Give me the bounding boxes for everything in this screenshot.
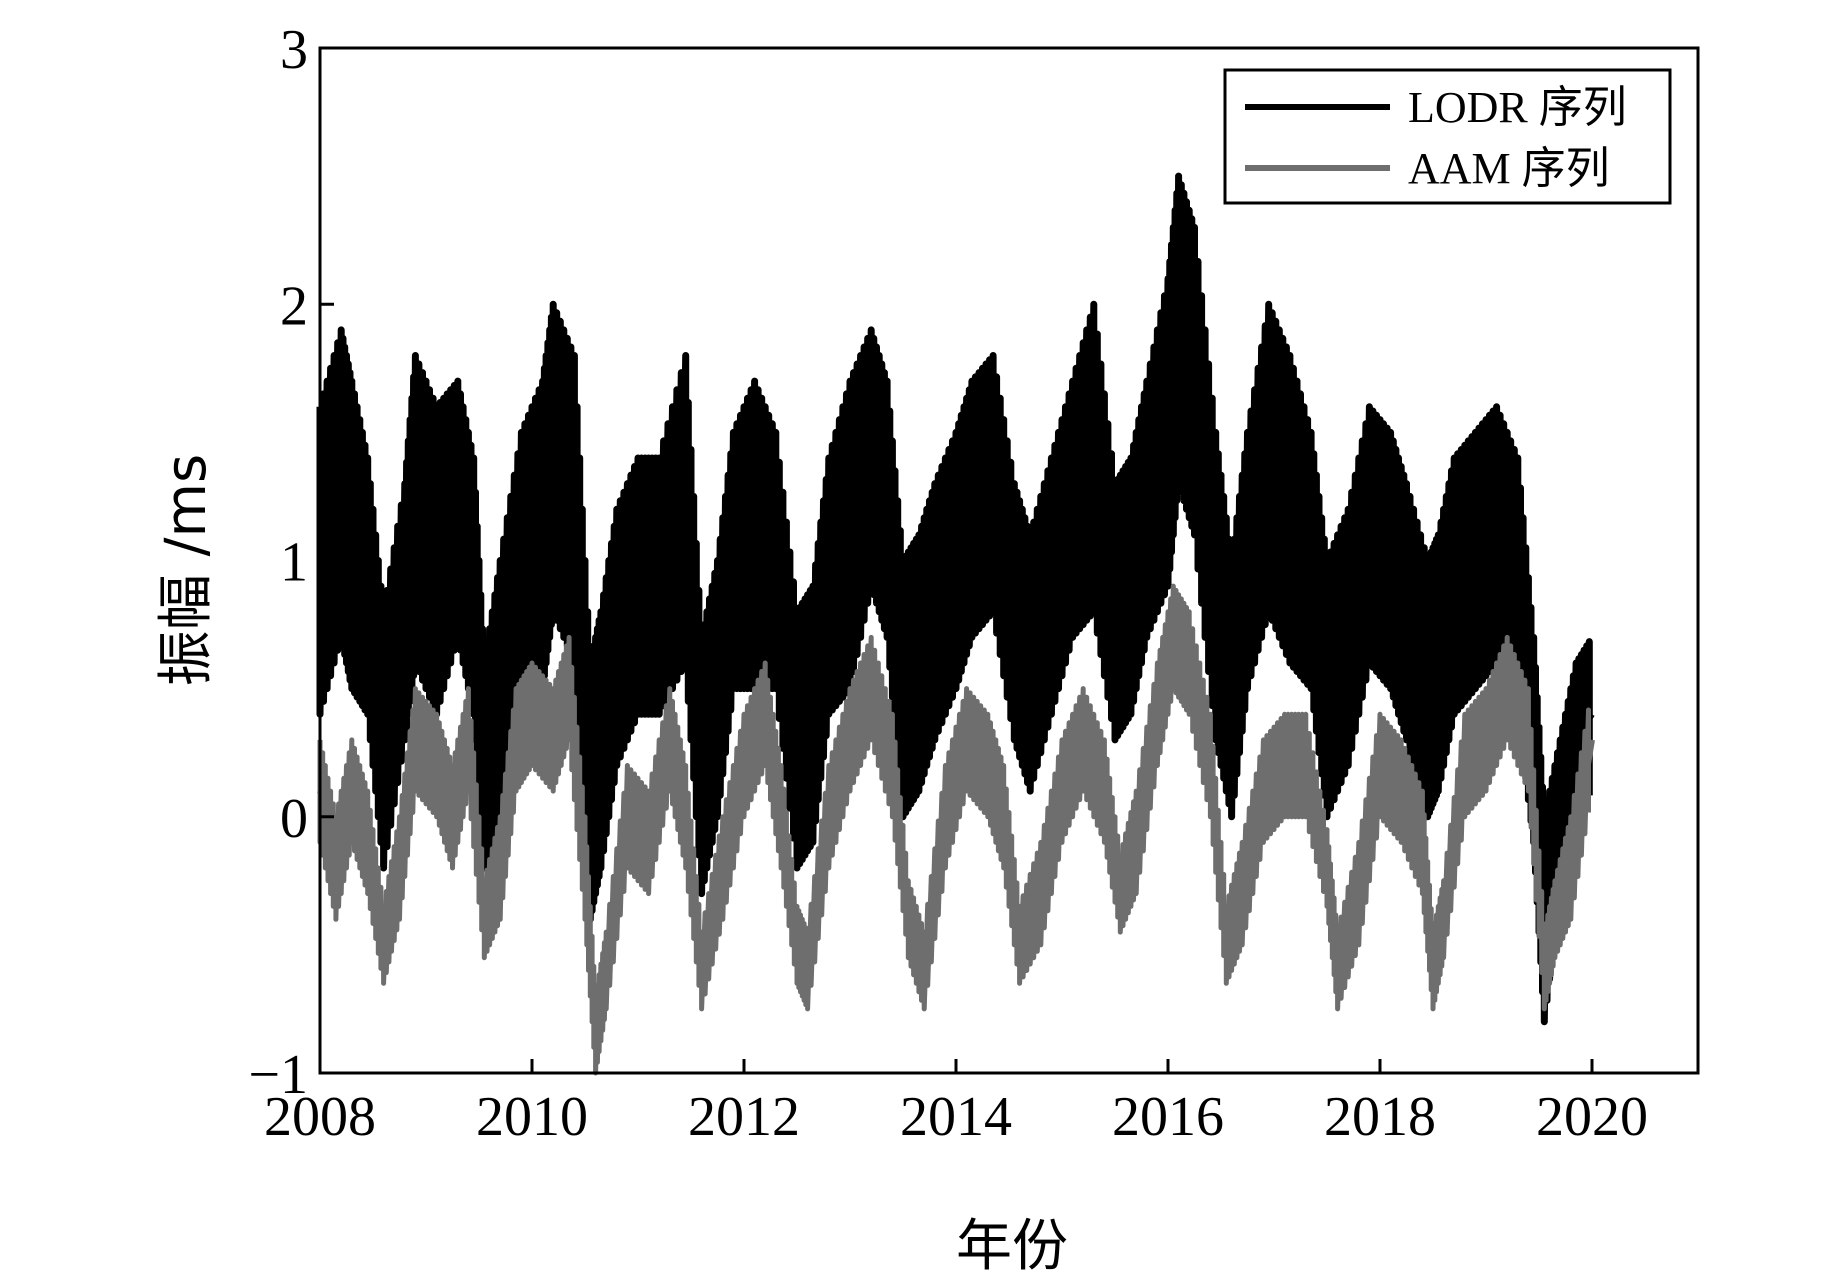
x-tick-label: 2014 bbox=[900, 1086, 1012, 1148]
x-tick-label: 2010 bbox=[476, 1086, 588, 1148]
x-tick-label: 2016 bbox=[1112, 1086, 1224, 1148]
y-tick-label: −1 bbox=[248, 1044, 308, 1106]
y-tick-label: 2 bbox=[280, 275, 308, 337]
series-lodr-line bbox=[317, 329, 1595, 920]
legend-label-aam: AAM 序列 bbox=[1408, 144, 1610, 193]
x-tick-label: 2012 bbox=[688, 1086, 800, 1148]
y-tick-label: 3 bbox=[280, 19, 308, 81]
legend-label-lodr: LODR 序列 bbox=[1408, 83, 1627, 132]
series-aam-line bbox=[317, 629, 1595, 1036]
y-tick-label: 1 bbox=[280, 532, 308, 594]
legend: LODR 序列 AAM 序列 bbox=[1223, 68, 1672, 205]
series-aam bbox=[317, 583, 1595, 1076]
series-lodr bbox=[316, 172, 1595, 1026]
y-axis-title: 振幅 /ms bbox=[154, 454, 219, 686]
series-lodr-band bbox=[316, 172, 1593, 1026]
x-tick-label: 2020 bbox=[1536, 1086, 1648, 1148]
legend-box bbox=[1223, 68, 1672, 205]
y-tick-label: 0 bbox=[280, 788, 308, 850]
x-tick-label: 2008 bbox=[264, 1086, 376, 1148]
series-layer bbox=[316, 172, 1595, 1076]
ticks-group: 2008 2010 2012 2014 2016 2018 2020 −1 0 1 2 3 bbox=[248, 19, 1648, 1148]
x-axis-title: 年份 bbox=[956, 1214, 1068, 1276]
x-tick-label: 2018 bbox=[1324, 1086, 1436, 1148]
